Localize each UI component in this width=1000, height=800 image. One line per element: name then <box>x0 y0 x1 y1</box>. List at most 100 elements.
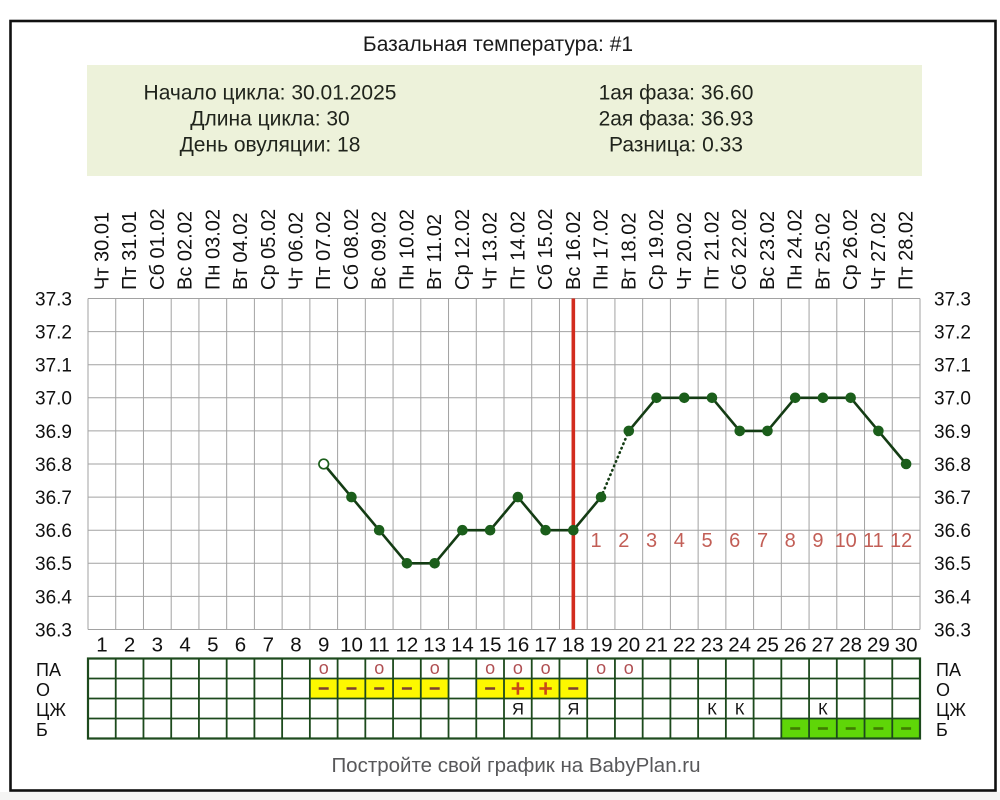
svg-text:о: о <box>541 658 551 678</box>
svg-text:28: 28 <box>839 634 862 657</box>
svg-text:Вс 02.02: Вс 02.02 <box>175 211 197 290</box>
svg-text:Ср 26.02: Ср 26.02 <box>840 209 862 290</box>
svg-text:36.4: 36.4 <box>35 587 72 608</box>
svg-text:о: о <box>596 658 606 678</box>
svg-text:1ая фаза: 36.60: 1ая фаза: 36.60 <box>599 82 754 105</box>
svg-text:Пт 21.02: Пт 21.02 <box>702 211 724 290</box>
svg-text:Б: Б <box>36 720 48 740</box>
svg-text:Вт 25.02: Вт 25.02 <box>812 213 834 290</box>
svg-text:Пн 03.02: Пн 03.02 <box>202 209 224 290</box>
svg-text:3: 3 <box>646 530 657 552</box>
svg-text:Вс 09.02: Вс 09.02 <box>369 211 391 290</box>
svg-text:11: 11 <box>369 634 390 657</box>
svg-text:о: о <box>430 658 440 678</box>
svg-text:Чт 30.01: Чт 30.01 <box>91 212 113 290</box>
svg-text:Пн 17.02: Пн 17.02 <box>591 209 613 290</box>
svg-text:о: о <box>319 658 329 678</box>
svg-text:Пт 07.02: Пт 07.02 <box>313 211 335 290</box>
svg-text:Сб 22.02: Сб 22.02 <box>729 208 751 290</box>
svg-text:27: 27 <box>811 634 834 657</box>
svg-text:37.2: 37.2 <box>934 323 971 344</box>
svg-text:2: 2 <box>618 530 629 552</box>
svg-text:24: 24 <box>728 634 751 657</box>
svg-text:4: 4 <box>674 530 685 552</box>
svg-text:36.3: 36.3 <box>934 620 971 641</box>
svg-text:Базальная температура: #1: Базальная температура: #1 <box>363 33 633 56</box>
svg-text:10: 10 <box>835 530 857 552</box>
svg-text:Вт 18.02: Вт 18.02 <box>618 213 640 290</box>
svg-text:19: 19 <box>590 634 613 657</box>
svg-text:Б: Б <box>936 720 948 740</box>
svg-text:Чт 20.02: Чт 20.02 <box>674 212 696 290</box>
svg-text:Пт 28.02: Пт 28.02 <box>896 211 918 290</box>
svg-text:16: 16 <box>506 634 529 657</box>
svg-text:22: 22 <box>673 634 696 657</box>
svg-text:18: 18 <box>562 634 585 657</box>
svg-text:17: 17 <box>534 634 557 657</box>
svg-text:Пт 14.02: Пт 14.02 <box>507 211 529 290</box>
svg-text:Чт 27.02: Чт 27.02 <box>868 212 890 290</box>
svg-text:День овуляции: 18: День овуляции: 18 <box>180 134 361 157</box>
svg-text:2: 2 <box>124 634 135 657</box>
svg-text:7: 7 <box>263 634 274 657</box>
svg-text:6: 6 <box>235 634 246 657</box>
svg-text:Сб 15.02: Сб 15.02 <box>535 208 557 290</box>
svg-text:Сб 01.02: Сб 01.02 <box>147 208 169 290</box>
svg-text:ЦЖ: ЦЖ <box>36 700 66 720</box>
svg-text:К: К <box>735 701 745 719</box>
svg-text:ПА: ПА <box>36 660 61 680</box>
svg-text:1: 1 <box>591 530 602 552</box>
svg-text:Чт 13.02: Чт 13.02 <box>480 212 502 290</box>
svg-text:9: 9 <box>812 530 823 552</box>
svg-text:36.6: 36.6 <box>35 521 72 542</box>
svg-text:12: 12 <box>890 530 912 552</box>
svg-text:5: 5 <box>207 634 218 657</box>
svg-text:Вт 04.02: Вт 04.02 <box>230 213 252 290</box>
svg-text:8: 8 <box>290 634 301 657</box>
svg-text:9: 9 <box>318 634 329 657</box>
svg-text:К: К <box>818 701 828 719</box>
svg-text:13: 13 <box>423 634 446 657</box>
svg-text:37.1: 37.1 <box>35 356 72 377</box>
svg-text:Начало цикла: 30.01.2025: Начало цикла: 30.01.2025 <box>144 82 397 105</box>
svg-text:ЦЖ: ЦЖ <box>936 700 966 720</box>
svg-text:Разница: 0.33: Разница: 0.33 <box>609 134 743 157</box>
svg-text:36.8: 36.8 <box>934 455 971 476</box>
svg-text:36.8: 36.8 <box>35 455 72 476</box>
svg-text:20: 20 <box>617 634 640 657</box>
svg-text:4: 4 <box>179 634 190 657</box>
svg-text:12: 12 <box>395 634 418 657</box>
svg-text:23: 23 <box>701 634 724 657</box>
svg-text:36.6: 36.6 <box>934 521 971 542</box>
svg-text:Чт 06.02: Чт 06.02 <box>286 212 308 290</box>
svg-text:3: 3 <box>152 634 163 657</box>
svg-text:О: О <box>936 680 950 700</box>
svg-text:36.7: 36.7 <box>934 488 971 509</box>
svg-text:36.4: 36.4 <box>934 587 971 608</box>
svg-text:о: о <box>374 658 384 678</box>
svg-text:Длина цикла: 30: Длина цикла: 30 <box>190 108 349 131</box>
svg-text:37.1: 37.1 <box>934 356 971 377</box>
svg-text:37.0: 37.0 <box>934 389 971 410</box>
svg-text:25: 25 <box>756 634 779 657</box>
svg-text:29: 29 <box>867 634 890 657</box>
svg-text:8: 8 <box>785 530 796 552</box>
svg-text:Я: Я <box>567 701 579 719</box>
svg-text:Пт 31.01: Пт 31.01 <box>119 211 141 290</box>
svg-text:О: О <box>36 680 50 700</box>
svg-text:10: 10 <box>340 634 363 657</box>
svg-text:о: о <box>624 658 634 678</box>
svg-text:Вс 23.02: Вс 23.02 <box>757 211 779 290</box>
svg-text:о: о <box>485 658 495 678</box>
svg-text:15: 15 <box>479 634 502 657</box>
svg-text:36.5: 36.5 <box>934 554 971 575</box>
svg-text:2ая фаза: 36.93: 2ая фаза: 36.93 <box>599 108 754 131</box>
svg-text:Ср 05.02: Ср 05.02 <box>258 209 280 290</box>
svg-text:21: 21 <box>645 634 668 657</box>
svg-text:Пн 10.02: Пн 10.02 <box>396 209 418 290</box>
svg-text:37.3: 37.3 <box>35 289 72 310</box>
svg-text:ПА: ПА <box>936 660 961 680</box>
svg-text:5: 5 <box>701 530 712 552</box>
svg-text:Я: Я <box>512 701 524 719</box>
svg-text:Пн 24.02: Пн 24.02 <box>785 209 807 290</box>
